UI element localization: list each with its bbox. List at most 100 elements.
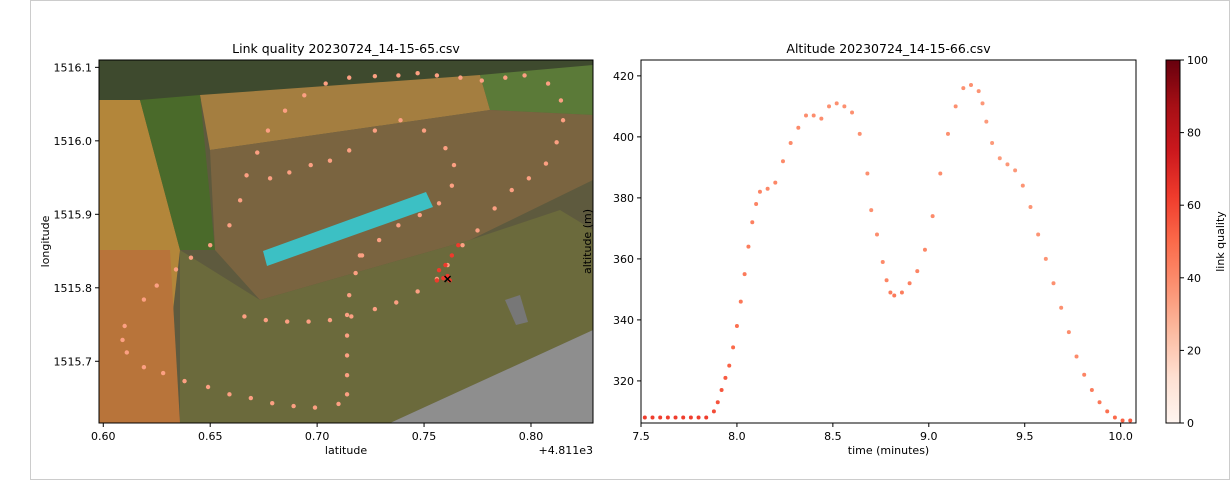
point [915,269,920,274]
point [327,158,333,163]
point [242,314,247,319]
point [665,415,670,420]
point [811,113,816,118]
point [1089,388,1094,393]
point [765,186,770,191]
x-tick-label: 0.75 [412,430,437,443]
point [347,148,352,153]
x-tick-label: 9.0 [920,430,938,443]
point [1066,330,1071,335]
point [291,403,296,409]
point [451,162,457,168]
colorbar [1165,59,1181,424]
point [449,183,455,188]
point [434,73,440,78]
point [372,306,378,312]
point [734,323,739,328]
point [421,128,427,133]
point [160,370,166,376]
point [773,180,778,185]
point [650,415,655,420]
point [738,299,743,304]
point [349,314,354,319]
point [560,118,566,123]
point [244,173,249,178]
point [1005,162,1010,167]
point [731,345,736,350]
point [327,317,333,323]
point [658,415,663,420]
point [526,176,532,181]
point [834,101,839,106]
point [1120,418,1125,423]
plot-frame [98,59,594,424]
point [723,375,728,380]
point [869,208,874,213]
point [961,86,966,91]
plot-frame [640,59,1137,424]
x-axis-label: latitude [325,444,367,457]
point [415,289,420,294]
home-marker [444,275,452,283]
point [796,125,801,130]
point [804,113,808,118]
point [642,415,647,420]
point [436,201,442,206]
point [282,108,288,113]
point [1128,418,1133,423]
point [1036,232,1041,237]
point [696,415,701,420]
point [492,206,497,211]
point [344,353,350,358]
point [284,319,290,324]
point [312,405,318,410]
point [182,378,187,384]
point [154,283,159,288]
point [270,400,275,406]
point [1082,372,1087,377]
point [754,201,759,206]
point [1043,256,1048,261]
point [141,364,147,370]
point [945,131,950,136]
point [509,187,514,193]
point [742,272,747,277]
point [930,214,935,219]
point [842,104,847,109]
y-tick-label: 1515.8 [54,282,93,295]
point [227,223,232,228]
point [227,392,232,397]
point [267,176,273,181]
point [208,242,213,248]
point [347,75,352,80]
x-tick-label: 0.60 [91,430,116,443]
y-tick-label: 320 [613,375,634,388]
point [750,220,755,225]
y-tick-label: 400 [613,131,634,144]
point [558,98,564,103]
point [458,75,463,80]
point [336,401,341,407]
point [850,110,855,115]
point [415,71,420,76]
point [347,292,352,298]
y-tick-label: 1516.0 [54,135,93,148]
point [396,73,401,78]
point [819,116,824,121]
point [704,415,709,420]
point [255,150,260,155]
point [543,161,549,166]
colorbar-tick-label: 20 [1187,344,1201,357]
point [188,255,194,260]
point [353,270,358,276]
point [344,392,350,397]
aerial-photo [99,60,593,423]
point [434,278,440,283]
point [248,395,254,401]
y-tick-label: 1515.9 [54,208,93,221]
point [479,78,484,83]
point [302,93,307,98]
point [357,253,363,258]
point [1074,354,1079,359]
